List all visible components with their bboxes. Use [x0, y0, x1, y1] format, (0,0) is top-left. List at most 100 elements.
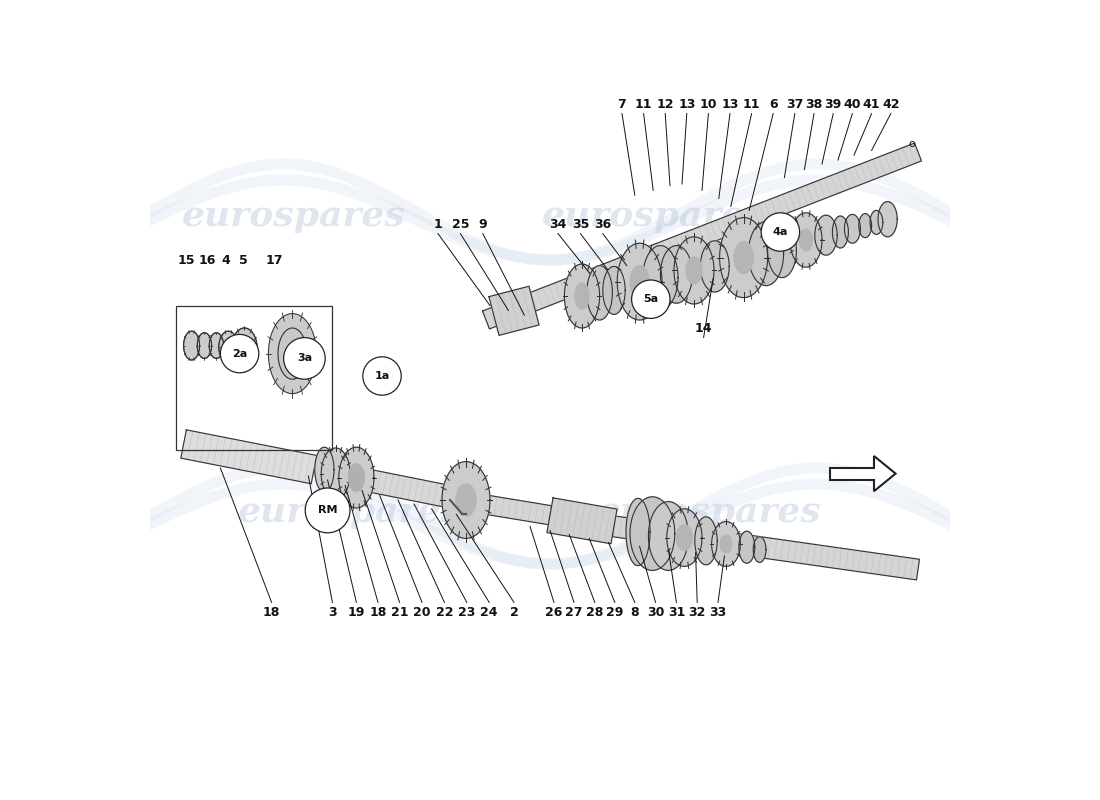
Text: 2: 2 [509, 606, 518, 618]
Text: 16: 16 [199, 254, 217, 266]
Text: 4: 4 [221, 254, 230, 266]
Polygon shape [483, 143, 922, 329]
Text: 31: 31 [668, 606, 685, 618]
Circle shape [363, 357, 402, 395]
Text: 11: 11 [742, 98, 760, 110]
Text: 2a: 2a [232, 349, 248, 358]
Text: 13: 13 [678, 98, 695, 110]
Text: 15: 15 [178, 254, 196, 266]
Text: 4a: 4a [772, 227, 788, 237]
Polygon shape [734, 242, 754, 274]
Polygon shape [339, 447, 374, 508]
Text: 3: 3 [328, 606, 337, 618]
Circle shape [284, 338, 326, 379]
Polygon shape [830, 456, 895, 491]
Polygon shape [219, 331, 238, 363]
Text: eurospares: eurospares [238, 495, 462, 529]
Text: 10: 10 [700, 98, 717, 110]
Polygon shape [667, 509, 702, 566]
Polygon shape [642, 246, 678, 310]
Text: 11: 11 [635, 98, 652, 110]
Polygon shape [676, 525, 692, 550]
Text: o: o [909, 139, 915, 149]
Text: 18: 18 [263, 606, 280, 618]
Text: 26: 26 [546, 606, 563, 618]
Polygon shape [833, 216, 848, 248]
Polygon shape [364, 469, 456, 509]
Polygon shape [278, 328, 307, 379]
Text: 20: 20 [414, 606, 431, 618]
Polygon shape [197, 333, 211, 358]
Circle shape [220, 334, 258, 373]
Polygon shape [232, 328, 257, 370]
Polygon shape [232, 328, 257, 370]
Polygon shape [442, 462, 490, 538]
Polygon shape [630, 497, 674, 570]
Text: 41: 41 [862, 98, 880, 110]
Polygon shape [209, 333, 223, 358]
Polygon shape [315, 447, 334, 492]
Polygon shape [648, 502, 689, 570]
Polygon shape [349, 464, 364, 491]
Polygon shape [184, 331, 199, 360]
Text: eurospares: eurospares [183, 199, 406, 233]
Text: 35: 35 [572, 218, 590, 230]
Text: 37: 37 [786, 98, 803, 110]
Text: 36: 36 [594, 218, 612, 230]
Text: 29: 29 [606, 606, 624, 618]
Text: 32: 32 [689, 606, 706, 618]
Text: 34: 34 [549, 218, 566, 230]
Text: 5a: 5a [644, 294, 659, 304]
Polygon shape [845, 214, 860, 243]
Text: eurospares: eurospares [542, 199, 766, 233]
Polygon shape [564, 264, 600, 328]
Polygon shape [282, 336, 304, 371]
Polygon shape [219, 331, 238, 363]
Polygon shape [712, 522, 740, 566]
Polygon shape [686, 257, 702, 284]
Text: RM: RM [318, 506, 338, 515]
Polygon shape [859, 214, 871, 238]
Text: 28: 28 [586, 606, 604, 618]
Text: 33: 33 [710, 606, 727, 618]
Text: eurospares: eurospares [598, 495, 822, 529]
Bar [176, 306, 332, 450]
Text: 38: 38 [805, 98, 823, 110]
Circle shape [761, 213, 800, 251]
Polygon shape [613, 516, 920, 580]
Text: 8: 8 [630, 606, 639, 618]
Polygon shape [674, 237, 714, 304]
Polygon shape [790, 213, 822, 267]
Text: 13: 13 [722, 98, 739, 110]
Polygon shape [184, 331, 199, 360]
Text: 30: 30 [647, 606, 664, 618]
Polygon shape [748, 222, 783, 286]
Text: 1: 1 [433, 218, 442, 230]
Text: 24: 24 [481, 606, 498, 618]
Polygon shape [878, 202, 898, 237]
Polygon shape [603, 266, 625, 314]
Polygon shape [180, 430, 317, 484]
Text: 7: 7 [617, 98, 626, 110]
Circle shape [305, 488, 350, 533]
Text: 14: 14 [695, 322, 713, 334]
Polygon shape [720, 535, 732, 553]
Polygon shape [630, 266, 649, 298]
Circle shape [631, 280, 670, 318]
Text: 40: 40 [844, 98, 861, 110]
Polygon shape [455, 484, 476, 516]
Polygon shape [626, 498, 650, 566]
Polygon shape [800, 229, 813, 251]
Polygon shape [719, 218, 768, 298]
Text: 19: 19 [348, 606, 365, 618]
Polygon shape [815, 215, 837, 255]
Polygon shape [739, 531, 755, 563]
Polygon shape [209, 333, 223, 358]
Text: 25: 25 [452, 218, 470, 230]
Polygon shape [321, 448, 350, 499]
Polygon shape [701, 241, 729, 292]
Polygon shape [660, 246, 692, 303]
Polygon shape [481, 494, 551, 525]
Polygon shape [547, 498, 617, 544]
Polygon shape [768, 223, 796, 278]
